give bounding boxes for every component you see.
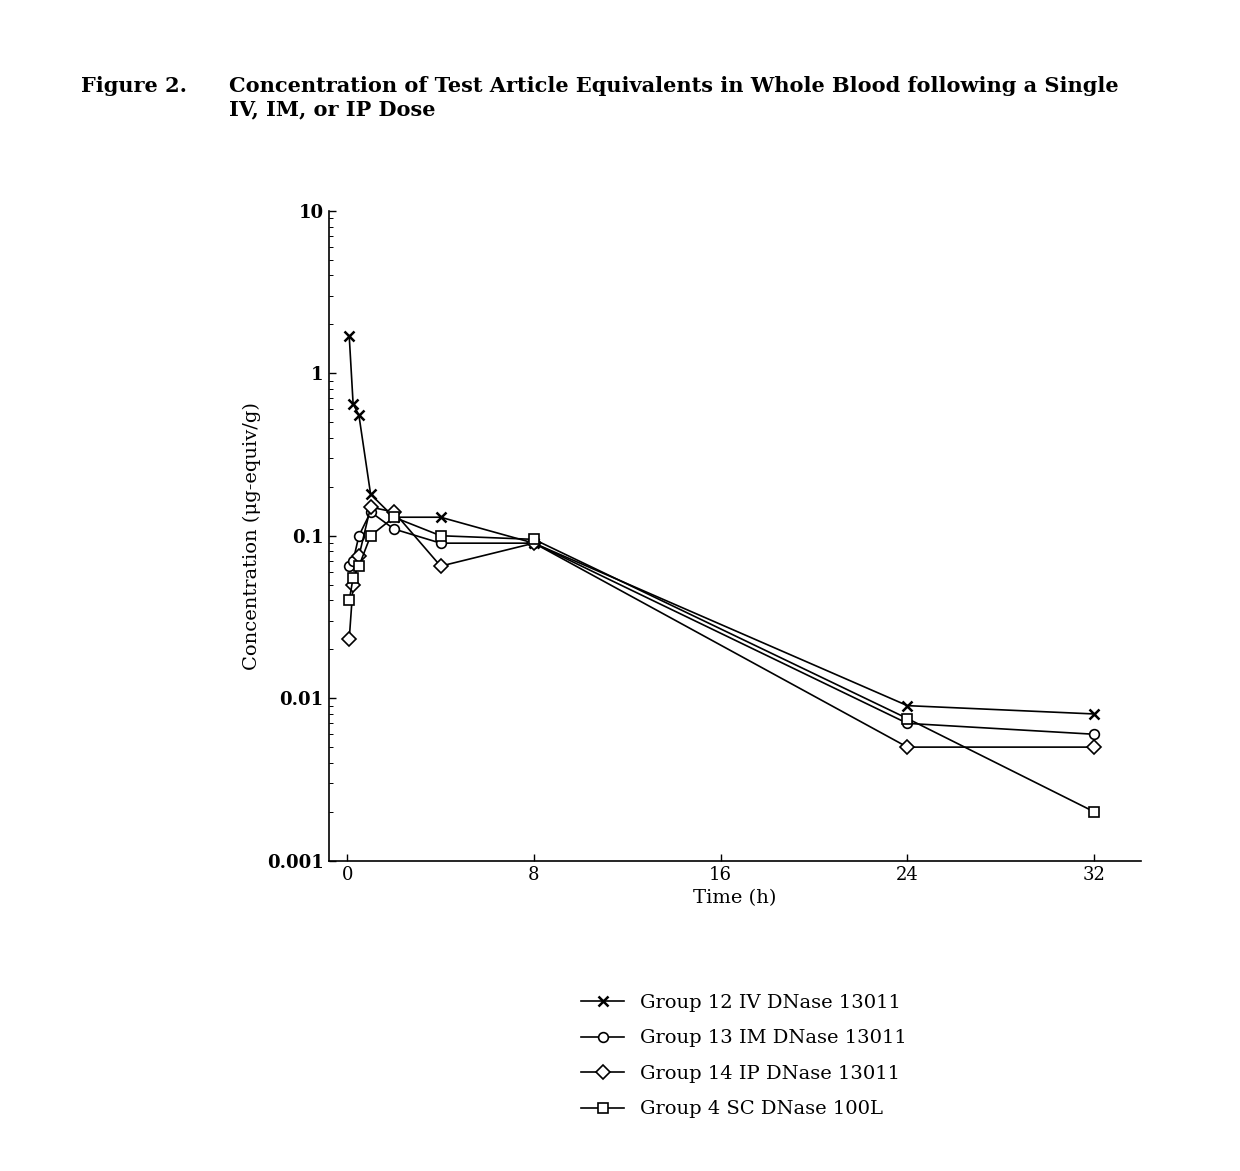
Text: Concentration of Test Article Equivalents in Whole Blood following a Single
IV, : Concentration of Test Article Equivalent…: [229, 76, 1118, 119]
Group 12 IV DNase 13011: [342, 329, 357, 343]
Line: Group 12 IV DNase 13011: Group 12 IV DNase 13011: [345, 331, 1099, 719]
Group 14 IP DNase 13011: [346, 577, 361, 591]
Group 12 IV DNase 13011: [387, 511, 402, 525]
Group 13 IM DNase 13011: [387, 522, 402, 536]
Group 4 SC DNase 100L: [900, 712, 915, 726]
Group 13 IM DNase 13011: [346, 554, 361, 568]
Group 14 IP DNase 13011: [433, 559, 448, 573]
Legend: Group 12 IV DNase 13011, Group 13 IM DNase 13011, Group 14 IP DNase 13011, Group: Group 12 IV DNase 13011, Group 13 IM DNa…: [574, 986, 914, 1127]
Group 4 SC DNase 100L: [387, 511, 402, 525]
Line: Group 13 IM DNase 13011: Group 13 IM DNase 13011: [345, 507, 1099, 739]
Group 4 SC DNase 100L: [527, 533, 542, 547]
Group 13 IM DNase 13011: [363, 505, 378, 519]
Line: Group 14 IP DNase 13011: Group 14 IP DNase 13011: [345, 502, 1099, 752]
Group 13 IM DNase 13011: [1086, 727, 1101, 741]
X-axis label: Time (h): Time (h): [693, 889, 776, 908]
Group 4 SC DNase 100L: [342, 594, 357, 608]
Text: Figure 2.: Figure 2.: [81, 76, 186, 96]
Group 14 IP DNase 13011: [527, 536, 542, 550]
Group 4 SC DNase 100L: [346, 571, 361, 586]
Group 13 IM DNase 13011: [527, 536, 542, 550]
Group 4 SC DNase 100L: [433, 529, 448, 543]
Group 14 IP DNase 13011: [351, 549, 366, 563]
Group 12 IV DNase 13011: [527, 536, 542, 550]
Group 4 SC DNase 100L: [363, 529, 378, 543]
Group 13 IM DNase 13011: [433, 536, 448, 550]
Group 12 IV DNase 13011: [351, 409, 366, 423]
Group 4 SC DNase 100L: [1086, 804, 1101, 819]
Group 4 SC DNase 100L: [351, 559, 366, 573]
Group 14 IP DNase 13011: [900, 740, 915, 754]
Group 12 IV DNase 13011: [433, 511, 448, 525]
Group 13 IM DNase 13011: [342, 559, 357, 573]
Group 13 IM DNase 13011: [900, 717, 915, 731]
Group 14 IP DNase 13011: [363, 500, 378, 514]
Y-axis label: Concentration (μg-equiv/g): Concentration (μg-equiv/g): [243, 402, 262, 670]
Group 14 IP DNase 13011: [342, 632, 357, 646]
Group 14 IP DNase 13011: [387, 505, 402, 519]
Group 13 IM DNase 13011: [351, 529, 366, 543]
Group 12 IV DNase 13011: [900, 699, 915, 713]
Group 12 IV DNase 13011: [363, 487, 378, 501]
Group 12 IV DNase 13011: [1086, 707, 1101, 721]
Group 14 IP DNase 13011: [1086, 740, 1101, 754]
Line: Group 4 SC DNase 100L: Group 4 SC DNase 100L: [345, 513, 1099, 816]
Group 12 IV DNase 13011: [346, 397, 361, 411]
